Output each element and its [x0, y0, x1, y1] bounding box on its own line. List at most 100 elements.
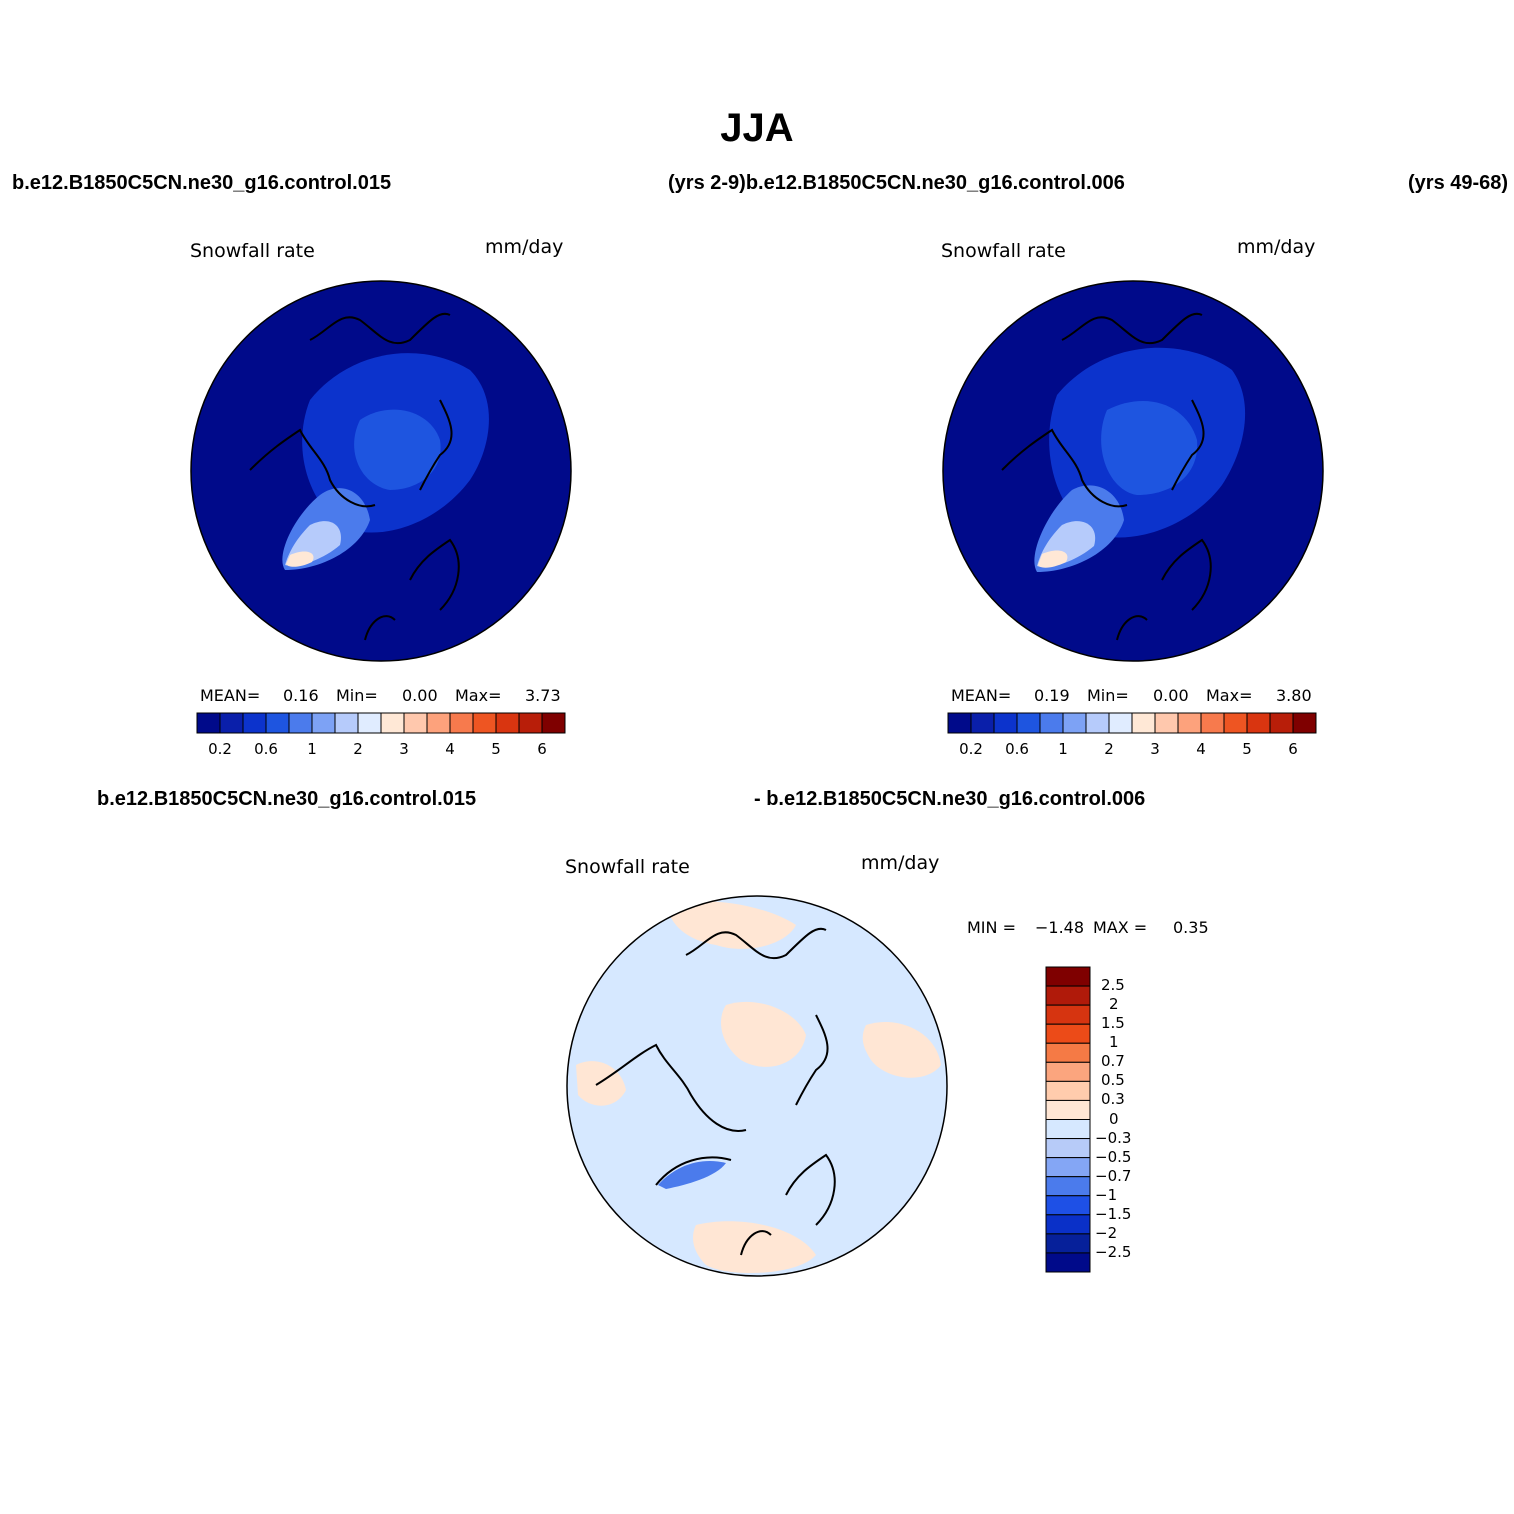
panel2-colorbar-box	[1131, 712, 1156, 734]
panel2-colorbar-box	[1039, 712, 1064, 734]
panel2-colorbar-box	[1223, 712, 1248, 734]
panel2-max-value: 3.80	[1276, 686, 1312, 705]
panel1-colorbar-box	[518, 712, 543, 734]
diff-colorbar-box	[1045, 1119, 1091, 1140]
diff-min-value: −1.48	[1035, 918, 1085, 937]
diff-colorbar-box	[1045, 966, 1091, 987]
diff-colorbar-label: −0.3	[1095, 1128, 1132, 1147]
diff-colorbar-label: 2	[1109, 995, 1119, 1014]
diff-colorbar-box	[1045, 1176, 1091, 1197]
panel1-colorbar	[196, 712, 566, 734]
panel1-colorbar-box	[265, 712, 290, 734]
panel1-polar-map	[190, 280, 572, 662]
diff-positive-patch-south	[693, 1221, 816, 1274]
panel2-colorbar-box	[970, 712, 995, 734]
panel2-variable: Snowfall rate	[941, 240, 1066, 262]
panel2-min-value: 0.00	[1153, 686, 1189, 705]
case-label-right: (yrs 49-68)	[1408, 172, 1509, 194]
panel2-stats: MEAN= 0.19 Min= 0.00 Max= 3.80	[751, 686, 1351, 706]
diff-colorbar-box	[1045, 1004, 1091, 1025]
panel1-colorbar-box	[219, 712, 244, 734]
panel1-units: mm/day	[485, 236, 564, 258]
diff-colorbar-box	[1045, 985, 1091, 1006]
panel1-greenland-peak	[286, 551, 314, 567]
panel1-colorbar-box	[426, 712, 451, 734]
case-label-left: b.e12.B1850C5CN.ne30_g16.control.015	[12, 172, 392, 194]
panel2-colorbar-tick-label: 2	[1104, 740, 1114, 758]
panel2-mean-label: MEAN=	[951, 686, 1012, 705]
panel1-stats: MEAN= 0.16 Min= 0.00 Max= 3.73	[0, 686, 600, 706]
diff-coastline	[595, 927, 836, 1256]
panel1-colorbar-tick-label: 1	[307, 740, 317, 758]
panel2-max-label: Max=	[1206, 686, 1253, 705]
panel2-colorbar-tick-label: 0.2	[959, 740, 983, 758]
diff-colorbar-label: 0.3	[1101, 1090, 1125, 1109]
panel1-min-value: 0.00	[402, 686, 438, 705]
panel2-units: mm/day	[1237, 236, 1316, 258]
diff-colorbar-label: 1	[1109, 1033, 1119, 1052]
panel2-colorbar-box	[1246, 712, 1271, 734]
diff-colorbar-labels: 2.5 2 1.5 1 0.7 0.5 0.3 0 −0.3 −0.5 −0.7 −1 −1.5 −2 −2…	[1095, 967, 1155, 1272]
panel2-colorbar-box	[993, 712, 1018, 734]
diff-positive-patch-north	[666, 901, 796, 949]
panel1-variable: Snowfall rate	[190, 240, 315, 262]
diff-colorbar-label: −0.5	[1095, 1147, 1132, 1166]
diff-colorbar-box	[1045, 1099, 1091, 1120]
panel2-colorbar-tick-label: 6	[1288, 740, 1298, 758]
panel2-min-label: Min=	[1087, 686, 1129, 705]
panel1-colorbar-box	[472, 712, 497, 734]
panel1-colorbar-tick-label: 3	[399, 740, 409, 758]
panel2-colorbar-tick-label: 3	[1150, 740, 1160, 758]
panel1-min-label: Min=	[336, 686, 378, 705]
diff-colorbar-label: 1.5	[1101, 1014, 1125, 1033]
panel2-colorbar-box	[1062, 712, 1087, 734]
panel1-coastline	[249, 312, 460, 641]
diff-colorbar-label: −2.5	[1095, 1242, 1132, 1261]
diff-stats: MIN = −1.48 MAX = 0.35	[967, 918, 1227, 938]
panel1-colorbar-tick-label: 4	[445, 740, 455, 758]
panel1-mean-value: 0.16	[283, 686, 319, 705]
panel2-colorbar	[947, 712, 1317, 734]
diff-max-value: 0.35	[1173, 918, 1209, 937]
panel1-colorbar-box	[288, 712, 313, 734]
diff-colorbar	[1045, 966, 1091, 1273]
diff-colorbar-box	[1045, 1138, 1091, 1159]
panel2-colorbar-box	[1154, 712, 1179, 734]
diff-max-label: MAX =	[1093, 918, 1148, 937]
panel1-max-value: 3.73	[525, 686, 561, 705]
diff-colorbar-label: −2	[1095, 1223, 1118, 1242]
diff-colorbar-label: 0	[1109, 1109, 1119, 1128]
diff-colorbar-box	[1045, 1233, 1091, 1254]
diff-positive-patch-east	[862, 1021, 941, 1078]
panel1-colorbar-box	[311, 712, 336, 734]
panel2-colorbar-box	[1177, 712, 1202, 734]
panel2-colorbar-box	[1108, 712, 1133, 734]
panel1-colorbar-box	[242, 712, 267, 734]
diff-colorbar-box	[1045, 1042, 1091, 1063]
diff-colorbar-label: −1.5	[1095, 1204, 1132, 1223]
diff-negative-field	[567, 896, 947, 1276]
panel1-colorbar-tick-label: 6	[537, 740, 547, 758]
diff-colorbar-box	[1045, 1080, 1091, 1101]
panel2-colorbar-box	[1292, 712, 1317, 734]
diff-colorbar-label: 2.5	[1101, 976, 1125, 995]
panel2-colorbar-box	[1269, 712, 1294, 734]
panel1-colorbar-tick-label: 5	[491, 740, 501, 758]
panel2-colorbar-box	[947, 712, 972, 734]
panel2-colorbar-box	[1200, 712, 1225, 734]
diff-greenland-negative	[658, 1161, 726, 1189]
panel1-colorbar-box	[403, 712, 428, 734]
panel2-colorbar-box	[1085, 712, 1110, 734]
panel1-colorbar-ticks: 0.2 0.6 1 2 3 4 5 6	[197, 740, 565, 760]
panel2-colorbar-ticks: 0.2 0.6 1 2 3 4 5 6	[948, 740, 1316, 760]
panel1-colorbar-tick-label: 0.6	[254, 740, 278, 758]
diff-min-label: MIN =	[967, 918, 1016, 937]
panel1-colorbar-box	[196, 712, 221, 734]
panel2-polar-map	[942, 280, 1324, 662]
case-label-middle: (yrs 2-9)b.e12.B1850C5CN.ne30_g16.contro…	[668, 172, 1125, 194]
diff-colorbar-box	[1045, 1252, 1091, 1273]
panel1-mean-label: MEAN=	[200, 686, 261, 705]
panel1-colorbar-box	[541, 712, 566, 734]
diff-units: mm/day	[861, 852, 940, 874]
panel1-max-label: Max=	[455, 686, 502, 705]
